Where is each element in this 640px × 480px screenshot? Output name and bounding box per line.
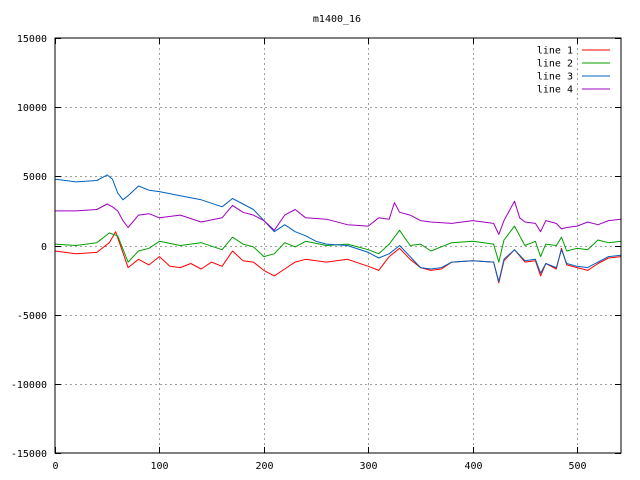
x-tick-label: 300: [359, 461, 377, 472]
series-line-line-2: [54, 225, 622, 263]
legend: line 1 line 2 line 3 line 4: [537, 46, 610, 96]
legend-label: line 1: [537, 46, 573, 57]
legend-label: line 3: [537, 72, 573, 83]
series-line-line-4: [55, 200, 622, 235]
grid-layer: [55, 38, 621, 453]
x-tick-label: 400: [464, 461, 482, 472]
y-tick-label: 5000: [23, 172, 47, 183]
legend-label: line 4: [537, 85, 573, 96]
x-tick-label: 100: [150, 461, 168, 472]
y-tick-label: -15000: [11, 449, 47, 460]
y-tick-label: -10000: [11, 380, 47, 391]
y-tick-label: 15000: [17, 34, 47, 45]
chart-title: m1400_16: [313, 14, 361, 25]
y-tick-label: 10000: [17, 103, 47, 114]
x-tick-label: 500: [568, 461, 586, 472]
series-line-line-3: [54, 174, 622, 282]
x-tick-label: 0: [52, 461, 58, 472]
ticks-layer: 0 100 200 300 400 500 -15000 -10000 -5000 0 5000 10…: [11, 34, 621, 472]
plot-frame: [54, 37, 622, 454]
y-tick-label: 0: [41, 242, 47, 253]
series-layer: [54, 174, 622, 284]
x-tick-label: 200: [255, 461, 273, 472]
legend-label: line 2: [537, 59, 573, 70]
y-tick-label: -5000: [17, 311, 47, 322]
